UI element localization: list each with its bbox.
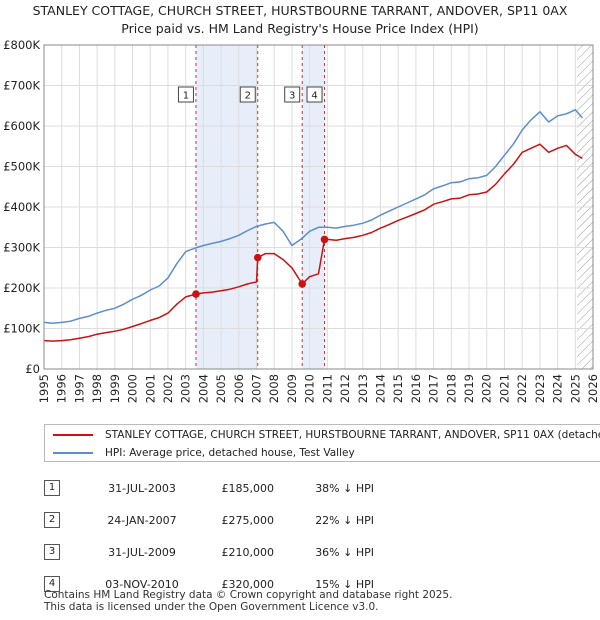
sale-point [192,290,200,298]
x-tick-label: 2005 [214,374,228,403]
event-badge: 4 [44,576,60,592]
event-price: £210,000 [221,545,275,559]
footer-licence: This data is licensed under the Open Gov… [44,601,379,613]
legend-item-hpi: HPI: Average price, detached house, Test… [53,445,355,461]
event-hpi-diff: 36% ↓ HPI [315,545,374,559]
plot-frame [43,44,594,370]
x-tick-label: 1999 [108,374,122,403]
x-tick-label: 2026 [586,374,600,403]
x-tick-label: 2019 [462,374,476,403]
x-tick-label: 2010 [303,374,317,403]
table-row: 4 03-NOV-2010 £320,000 15% ↓ HPI [42,568,374,600]
x-tick-label: 2002 [161,374,175,403]
x-tick-label: 1997 [72,374,86,403]
event-date: 03-NOV-2010 [105,577,179,591]
x-tick-label: 2017 [427,374,441,403]
event-badge: 1 [44,480,60,496]
x-tick-label: 2025 [568,374,582,403]
sale-marker-box [239,86,256,103]
legend-item-property: STANLEY COTTAGE, CHURCH STREET, HURSTBOU… [53,427,600,443]
price-chart: 1 2 3 4 £0 £100K £200K £300K £400K £500K £600K £700… [3,38,600,403]
title-line-1: STANLEY COTTAGE, CHURCH STREET, HURSTBOU… [32,3,568,18]
table-row: 1 31-JUL-2003 £185,000 38% ↓ HPI [42,472,374,504]
x-tick-label: 2018 [444,374,458,403]
x-tick-label: 2009 [285,374,299,403]
x-tick-label: 2013 [356,374,370,403]
sale-marker-label: 1 [183,91,189,102]
legend-swatch-property [53,434,93,436]
x-tick-label: 2021 [497,374,511,403]
sale-point [298,280,307,288]
x-tick-label: 2008 [267,374,281,403]
x-tick-label: 2012 [338,374,352,403]
x-tick-label: 2015 [391,374,405,403]
sale-marker-box [177,86,194,103]
series-group [44,109,583,342]
sale-marker-label: 4 [311,91,317,102]
event-badge: 3 [44,544,60,560]
y-tick-label: £600K [3,119,40,133]
property-series-line [44,143,583,342]
legend-label-hpi: HPI: Average price, detached house, Test… [105,447,355,459]
event-date: 31-JUL-2009 [108,545,176,559]
y-tick-label: £0 [25,362,40,376]
x-tick-label: 2020 [480,374,494,403]
sale-marker-label: 3 [289,91,295,102]
x-tick-label: 2000 [126,374,140,403]
sale-marker-label: 2 [245,91,251,102]
y-tick-label: £400K [3,200,40,214]
x-tick-label: 2001 [143,374,157,403]
x-tick-label: 2016 [409,374,423,403]
sale-point [320,235,329,244]
event-badge: 2 [44,512,60,528]
event-price: £320,000 [221,577,275,591]
y-tick-label: £200K [3,281,40,295]
legend-label-property: STANLEY COTTAGE, CHURCH STREET, HURSTBOU… [105,429,600,441]
x-tick-label: 2011 [320,374,334,403]
legend-swatch-hpi [53,452,93,454]
x-tick-label: 2004 [196,374,210,403]
hpi-series-line [44,109,583,324]
footer: Contains HM Land Registry data © Crown c… [44,589,452,613]
x-tick-label: 2023 [533,374,547,403]
y-tick-label: £500K [3,160,40,174]
legend: STANLEY COTTAGE, CHURCH STREET, HURSTBOU… [44,424,600,462]
x-tick-label: 1995 [37,374,51,403]
event-date: 31-JUL-2003 [108,481,176,495]
y-tick-label: £100K [3,322,40,336]
table-row: 3 31-JUL-2009 £210,000 36% ↓ HPI [42,536,374,568]
x-tick-label: 2006 [232,374,246,403]
x-tick-label: 1996 [55,374,69,403]
x-tick-label: 1998 [90,374,104,403]
sale-point [253,253,262,262]
sale-marker-box [284,86,301,103]
x-tick-label: 2022 [515,374,529,403]
footer-copyright: Contains HM Land Registry data © Crown c… [44,589,453,601]
event-price: £185,000 [221,481,275,495]
x-tick-label: 2007 [250,374,264,403]
event-price: £275,000 [221,513,275,527]
x-tick-label: 2003 [179,374,193,403]
y-tick-label: £300K [3,241,40,255]
chart-title: STANLEY COTTAGE, CHURCH STREET, HURSTBOU… [0,2,600,38]
event-hpi-diff: 15% ↓ HPI [315,577,374,591]
table-row: 2 24-JAN-2007 £275,000 22% ↓ HPI [42,504,374,536]
event-hpi-diff: 38% ↓ HPI [315,481,374,495]
event-date: 24-JAN-2007 [107,513,177,527]
y-tick-label: £700K [3,79,40,93]
x-tick-label: 2024 [551,374,565,403]
sales-table: 1 31-JUL-2003 £185,000 38% ↓ HPI 2 24-JA… [42,472,374,600]
title-line-2: Price paid vs. HM Land Registry's House … [121,21,479,36]
sale-marker-box [306,86,323,103]
x-tick-label: 2014 [373,374,387,403]
y-tick-label: £800K [3,38,40,52]
event-hpi-diff: 22% ↓ HPI [315,513,374,527]
